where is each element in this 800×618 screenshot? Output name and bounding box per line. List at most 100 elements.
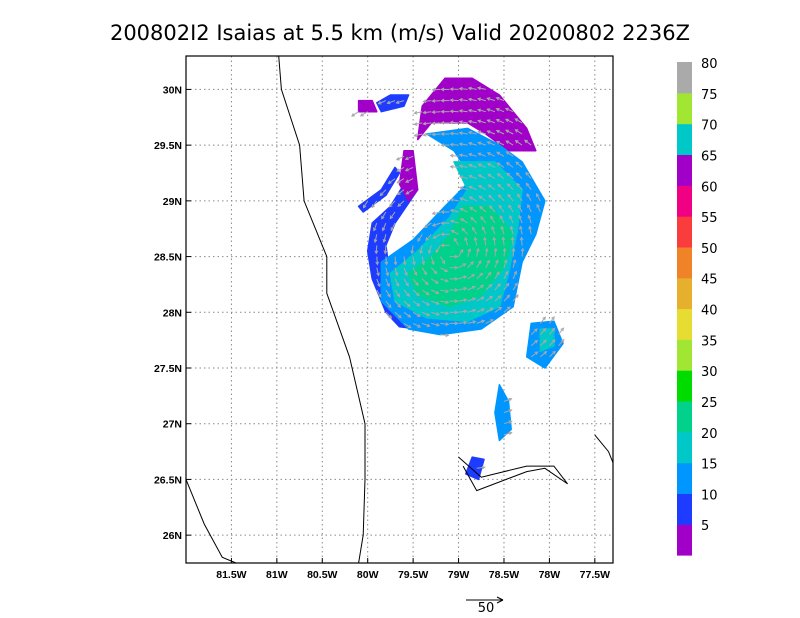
wind-vector-icon <box>394 278 400 287</box>
wind-vector-icon <box>458 131 468 135</box>
wind-vector-icon <box>375 256 380 266</box>
wind-vector-icon <box>467 285 476 291</box>
wind-vector-icon <box>376 278 381 288</box>
wind-vector-icon <box>476 272 484 280</box>
wind-vector-icon <box>394 289 401 298</box>
wind-vector-icon <box>413 122 423 126</box>
wind-vector-icon <box>476 86 486 91</box>
wind-vector-icon <box>476 308 485 313</box>
wind-vector-icon <box>473 236 478 246</box>
wind-vector-icon <box>495 96 505 102</box>
wind-vector-icon <box>453 237 460 246</box>
wind-vector-icon <box>517 193 523 202</box>
colorbar-label-4: 25 <box>701 396 718 411</box>
wind-vector-icon <box>518 214 523 224</box>
wind-vector-icon <box>458 248 464 257</box>
coastline-1 <box>186 479 237 563</box>
wind-vector-icon <box>449 265 459 270</box>
wind-vector-icon <box>440 243 450 248</box>
wind-vector-icon <box>396 189 405 196</box>
wind-vector-icon <box>476 319 486 324</box>
wind-vector-icon <box>512 282 518 291</box>
wind-vector-icon <box>404 155 414 161</box>
wind-vector-icon <box>449 98 459 103</box>
wind-vector-icon <box>486 152 496 157</box>
wind-vector-icon <box>504 118 514 124</box>
wind-vector-icon <box>494 295 502 302</box>
wind-vector-icon <box>514 118 523 124</box>
wind-vector-icon <box>403 322 412 329</box>
wind-vector-icon <box>458 263 467 269</box>
wind-vector-icon <box>449 299 459 304</box>
wind-vector-icon <box>449 198 459 202</box>
wind-vector-icon <box>467 152 477 157</box>
wind-vector-icon <box>430 256 435 266</box>
colorbar-swatch-12 <box>677 154 692 186</box>
wind-vector-icon <box>477 119 486 124</box>
wind-vector-icon <box>394 311 402 319</box>
wind-vector-icon <box>449 276 459 281</box>
wind-vector-icon <box>440 289 450 294</box>
wind-vector-icon <box>431 322 441 327</box>
wind-vector-icon <box>477 174 487 180</box>
wind-vector-icon <box>431 132 441 137</box>
wind-vector-icon <box>389 211 396 220</box>
wind-vector-icon <box>412 267 418 276</box>
reference-vector-label: 50 <box>478 601 495 616</box>
wind-vector-icon <box>422 133 432 137</box>
wind-vector-icon <box>467 308 477 313</box>
wind-vector-icon <box>458 120 468 124</box>
wind-vector-icon <box>467 108 477 113</box>
wind-vector-icon <box>431 211 441 216</box>
wind-vector-icon <box>377 100 387 105</box>
wind-vector-icon <box>509 225 514 235</box>
wind-vector-icon <box>512 270 517 280</box>
wind-vector-icon <box>496 151 505 157</box>
wind-vector-icon <box>526 193 532 202</box>
wind-vector-icon <box>374 245 379 255</box>
wind-vector-icon <box>494 271 500 280</box>
wind-vector-icon <box>440 143 450 148</box>
wind-vector-icon <box>459 186 468 191</box>
y-axis-ticks: 30N 29.5N 29N 28.5N 28N 27.5N 27N 26.5N 26N <box>154 84 191 542</box>
wind-vector-icon <box>467 141 477 146</box>
wind-vector-icon <box>405 178 414 183</box>
wind-vector-icon <box>530 351 539 358</box>
wind-vector-icon <box>459 207 468 213</box>
wind-vector-icon <box>480 215 487 224</box>
wind-vector-icon <box>467 97 477 102</box>
wind-vector-icon <box>458 309 468 314</box>
wind-vector-icon <box>486 97 496 102</box>
wind-vectors <box>351 86 565 470</box>
colorbar-label-14: 75 <box>701 88 718 103</box>
wind-vector-icon <box>539 350 548 358</box>
wind-vector-icon <box>449 120 459 125</box>
colorbar-swatch-13 <box>677 123 692 155</box>
wind-vector-icon <box>496 140 505 146</box>
y-tick-label-6: 27N <box>163 419 182 431</box>
wind-vector-icon <box>440 132 450 136</box>
wind-vector-icon <box>362 200 369 209</box>
wind-vector-icon <box>396 178 405 184</box>
wind-vector-icon <box>486 163 496 168</box>
wind-vector-icon <box>421 289 430 296</box>
wind-vector-icon <box>468 196 477 202</box>
wind-vector-icon <box>395 100 405 104</box>
wind-region-2 <box>357 166 401 213</box>
wind-vector-icon <box>449 131 459 136</box>
colorbar-label-6: 35 <box>701 334 718 349</box>
wind-vector-icon <box>458 275 468 280</box>
wind-vector-icon <box>477 152 486 157</box>
wind-vector-icon <box>503 420 513 425</box>
wind-vector-icon <box>486 130 496 135</box>
wind-vector-icon <box>383 245 388 255</box>
wind-vector-icon <box>413 110 423 115</box>
wind-vector-icon <box>458 142 468 147</box>
wind-vector-icon <box>412 289 420 297</box>
wind-vector-icon <box>469 206 477 213</box>
wind-vector-icon <box>410 245 415 255</box>
wind-vector-icon <box>467 320 477 324</box>
wind-vector-icon <box>519 225 523 235</box>
wind-vector-icon <box>502 247 507 257</box>
wind-vector-icon <box>505 129 514 135</box>
